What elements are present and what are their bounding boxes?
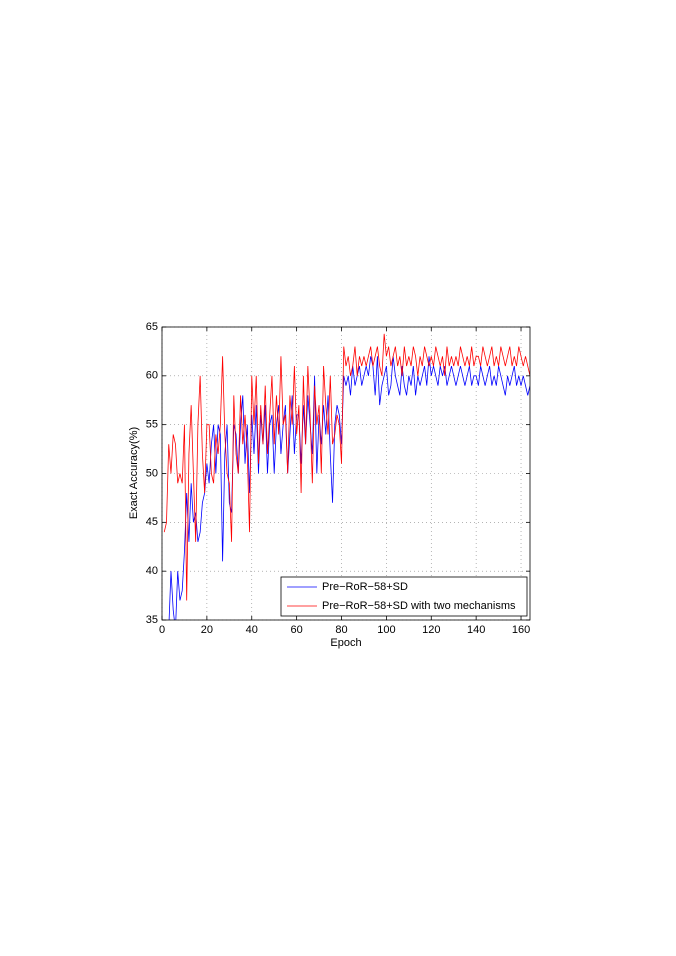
series-line	[163, 333, 530, 601]
y-tick-label: 40	[146, 565, 158, 577]
legend-label: Pre−RoR−58+SD with two mechanisms	[322, 600, 516, 612]
legend-label: Pre−RoR−58+SD	[322, 581, 408, 593]
y-tick-label: 60	[146, 370, 158, 382]
x-tick-label: 0	[159, 624, 165, 636]
x-tick-label: 60	[291, 624, 303, 636]
legend-box	[280, 576, 528, 617]
x-tick-label: 100	[377, 624, 395, 636]
x-tick-label: 40	[246, 624, 258, 636]
series-line	[168, 356, 530, 620]
y-tick-label: 55	[146, 419, 158, 431]
y-tick-label: 50	[146, 467, 158, 479]
x-tick-label: 120	[422, 624, 440, 636]
y-tick-label: 65	[146, 321, 158, 333]
y-tick-label: 45	[146, 516, 158, 528]
y-tick-label: 35	[146, 614, 158, 626]
x-tick-label: 20	[201, 624, 213, 636]
x-tick-label: 80	[335, 624, 347, 636]
x-tick-label: 160	[512, 624, 530, 636]
x-axis-label: Epoch	[330, 637, 361, 649]
y-axis-label: Exact Accuracy(%)	[128, 427, 140, 519]
x-tick-label: 140	[467, 624, 485, 636]
